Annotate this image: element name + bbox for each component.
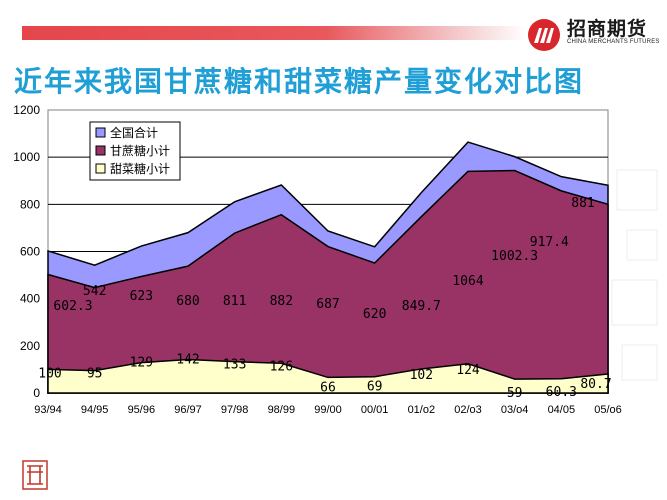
y-tick-label: 400 [20,292,40,306]
x-tick-label: 94/95 [81,404,109,416]
legend-swatch [95,127,106,138]
x-tick-label: 99/00 [314,404,342,416]
area-beet [47,358,609,394]
legend-label: 全国合计 [110,125,158,140]
total-value-label: 811 [223,294,246,309]
beet-value-label: 102 [410,368,433,383]
brand-subtitle: CHINA MERCHANTS FUTURES [567,39,660,45]
total-value-label: 602.3 [53,299,92,314]
beet-value-label: 126 [270,359,293,374]
total-value-label: 881 [571,196,594,211]
areas [47,141,609,394]
total-value-label: 687 [316,297,339,312]
total-value-label: 680 [176,294,199,309]
total-value-label: 1064 [452,274,483,289]
total-value-label: 620 [363,307,386,322]
area-cane [47,169,609,394]
y-tick-label: 0 [33,386,40,400]
page-title: 近年来我国甘蔗糖和甜菜糖产量变化对比图 [14,65,585,98]
x-tick-label: 97/98 [221,404,249,416]
x-tick-label: 96/97 [174,404,202,416]
beet-value-label: 59 [507,386,523,401]
y-tick-label: 1200 [13,103,40,117]
legend-label: 甜菜糖小计 [110,161,170,176]
beet-value-label: 124 [456,363,480,378]
x-tick-labels: 93/94 94/95 95/96 96/97 97/98 98/99 99/00 00/01… [34,404,622,416]
beet-value-label: 60.3 [546,385,577,400]
beet-value-label: 69 [367,380,383,395]
total-value-label: 849.7 [402,299,441,314]
x-tick-label: 02/o3 [454,404,482,416]
y-tick-label: 800 [20,197,40,211]
legend-swatch [95,163,106,174]
x-tick-label: 93/94 [34,404,62,416]
header-bar [22,26,527,40]
x-tick-label: 00/01 [361,404,389,416]
decorative-pattern-icon [611,169,658,381]
total-value-label: 1002.3 [491,249,538,264]
beet-value-label: 95 [87,367,103,382]
y-tick-label: 600 [20,245,40,259]
x-tick-label: 03/o4 [501,404,529,416]
x-tick-label: 05/o6 [594,404,622,416]
total-value-label: 917.4 [530,235,569,250]
y-tick-labels: 0 200 400 600 800 1000 1200 [13,103,40,400]
total-value-label: 542 [83,284,106,299]
x-tick-label: 01/o2 [408,404,436,416]
beet-value-label: 100 [38,366,61,381]
brand-logo: 招商期货 CHINA MERCHANTS FUTURES [527,12,659,56]
y-tick-label: 200 [20,339,40,353]
beet-value-label: 133 [223,358,246,373]
x-tick-label: 04/05 [548,404,576,416]
brand-name: 招商期货 [567,18,648,40]
total-value-label: 882 [270,294,293,309]
y-tick-label: 1000 [13,150,40,164]
legend-label: 甘蔗糖小计 [110,143,170,158]
seal-stamp-icon [22,460,48,490]
beet-value-label: 80.7 [580,377,611,392]
total-value-label: 623 [130,289,153,304]
brand-mark-icon [528,19,560,51]
x-tick-label: 95/96 [128,404,156,416]
legend-swatch [95,145,106,156]
x-tick-label: 98/99 [268,404,296,416]
beet-value-label: 129 [130,356,153,371]
beet-value-label: 142 [176,353,199,368]
beet-value-label: 66 [320,380,336,395]
